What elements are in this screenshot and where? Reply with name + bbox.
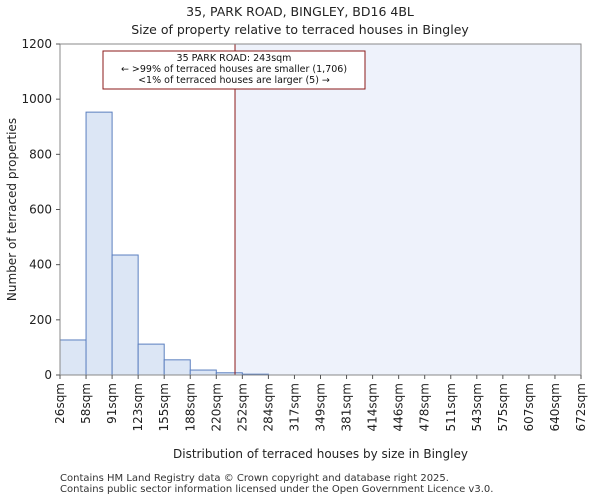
annotation-line-1: 35 PARK ROAD: 243sqm (177, 53, 292, 64)
x-tick-label-252sqm: 252sqm (235, 383, 249, 431)
x-tick-label-607sqm: 607sqm (522, 383, 536, 431)
bar-58sqm (85, 111, 113, 376)
y-tick-label-400: 400 (29, 258, 52, 272)
y-axis-ticks: 0 200 400 600 800 1000 1200 (21, 37, 60, 382)
bar-chart: 0 200 400 600 800 1000 1200 26sqm 58sqm 91sqm 123… (5, 37, 588, 461)
bar-123sqm (137, 343, 165, 376)
y-axis-label: Number of terraced properties (5, 118, 19, 301)
x-tick-label-284sqm: 284sqm (261, 383, 275, 431)
x-tick-label-188sqm: 188sqm (183, 383, 197, 431)
bar-155sqm (163, 359, 191, 376)
x-tick-label-672sqm: 672sqm (574, 383, 588, 431)
x-tick-label-91sqm: 91sqm (105, 383, 119, 424)
x-tick-label-575sqm: 575sqm (496, 383, 510, 431)
larger-region-highlight (235, 44, 581, 375)
x-axis-ticks: 26sqm 58sqm 91sqm 123sqm 155sqm 188sqm 220sqm 2… (53, 375, 588, 431)
x-tick-label-123sqm: 123sqm (131, 383, 145, 431)
x-tick-label-58sqm: 58sqm (79, 383, 93, 424)
y-tick-label-800: 800 (29, 147, 52, 161)
bar-188sqm (189, 369, 217, 376)
x-tick-label-446sqm: 446sqm (392, 383, 406, 431)
bar-26sqm (59, 339, 87, 376)
x-tick-label-414sqm: 414sqm (366, 383, 380, 431)
x-tick-label-220sqm: 220sqm (209, 383, 223, 431)
x-tick-label-349sqm: 349sqm (314, 383, 328, 431)
footer-line-2: Contains public sector information licen… (60, 484, 494, 495)
x-tick-label-26sqm: 26sqm (53, 383, 67, 424)
y-tick-label-0: 0 (44, 368, 52, 382)
footer-line-1: Contains HM Land Registry data © Crown c… (60, 473, 449, 484)
x-tick-label-511sqm: 511sqm (444, 383, 458, 431)
y-tick-label-1000: 1000 (21, 92, 52, 106)
chart-title-block: 35, PARK ROAD, BINGLEY, BD16 4BL Size of… (0, 3, 600, 39)
x-tick-label-317sqm: 317sqm (287, 383, 301, 431)
x-tick-label-543sqm: 543sqm (470, 383, 484, 431)
annotation-box (102, 50, 366, 90)
annotation-line-2: ← >99% of terraced houses are smaller (1… (121, 64, 347, 75)
x-tick-label-478sqm: 478sqm (418, 383, 432, 431)
attribution-footer: Contains HM Land Registry data © Crown c… (60, 473, 493, 495)
y-tick-label-1200: 1200 (21, 37, 52, 51)
annotation-line-3: <1% of terraced houses are larger (5) → (138, 75, 330, 86)
bar-91sqm (111, 254, 139, 376)
chart-title: 35, PARK ROAD, BINGLEY, BD16 4BL (186, 4, 414, 19)
y-tick-label-600: 600 (29, 203, 52, 217)
bars-group (59, 111, 269, 376)
chart-subtitle: Size of property relative to terraced ho… (131, 22, 469, 37)
x-tick-label-640sqm: 640sqm (548, 383, 562, 431)
property-annotation: 35 PARK ROAD: 243sqm ← >99% of terraced … (102, 50, 366, 90)
y-tick-label-200: 200 (29, 313, 52, 327)
x-axis-label: Distribution of terraced houses by size … (173, 447, 468, 461)
x-tick-label-381sqm: 381sqm (340, 383, 354, 431)
x-tick-label-155sqm: 155sqm (157, 383, 171, 431)
